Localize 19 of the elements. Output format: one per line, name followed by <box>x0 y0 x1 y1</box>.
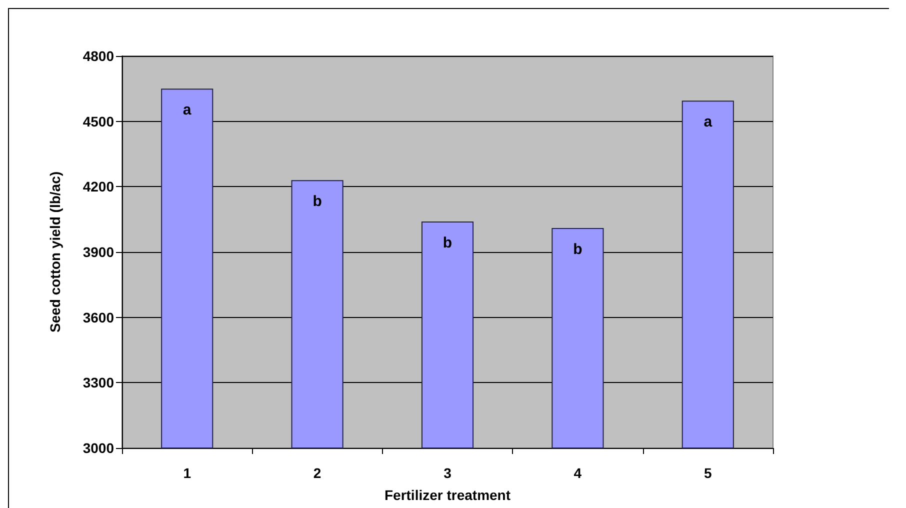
y-tick-label: 3900 <box>82 244 114 260</box>
y-tick-label: 4800 <box>82 48 114 64</box>
annotation: b <box>442 234 452 252</box>
annotation: a <box>704 114 713 131</box>
annotation: a <box>182 102 192 119</box>
annotation: b <box>573 241 582 258</box>
x-tick-label: 1 <box>183 465 192 481</box>
x-tick-label: 2 <box>313 465 322 481</box>
x-tick-label: 3 <box>444 465 452 481</box>
x-tick-label: 4 <box>574 465 582 481</box>
y-tick-label: 3600 <box>82 309 114 326</box>
y-tick-label: 4500 <box>82 113 114 130</box>
y-tick-label: 3300 <box>82 374 114 391</box>
y-tick-label: 3000 <box>82 440 114 456</box>
y-tick-label: 4200 <box>82 178 114 195</box>
x-axis-title: Fertilizer treatment <box>384 487 511 503</box>
x-tick-label: 5 <box>704 465 712 481</box>
y-axis-title: Seed cotton yield (lb/ac) <box>47 171 63 333</box>
annotation: b <box>312 193 322 210</box>
